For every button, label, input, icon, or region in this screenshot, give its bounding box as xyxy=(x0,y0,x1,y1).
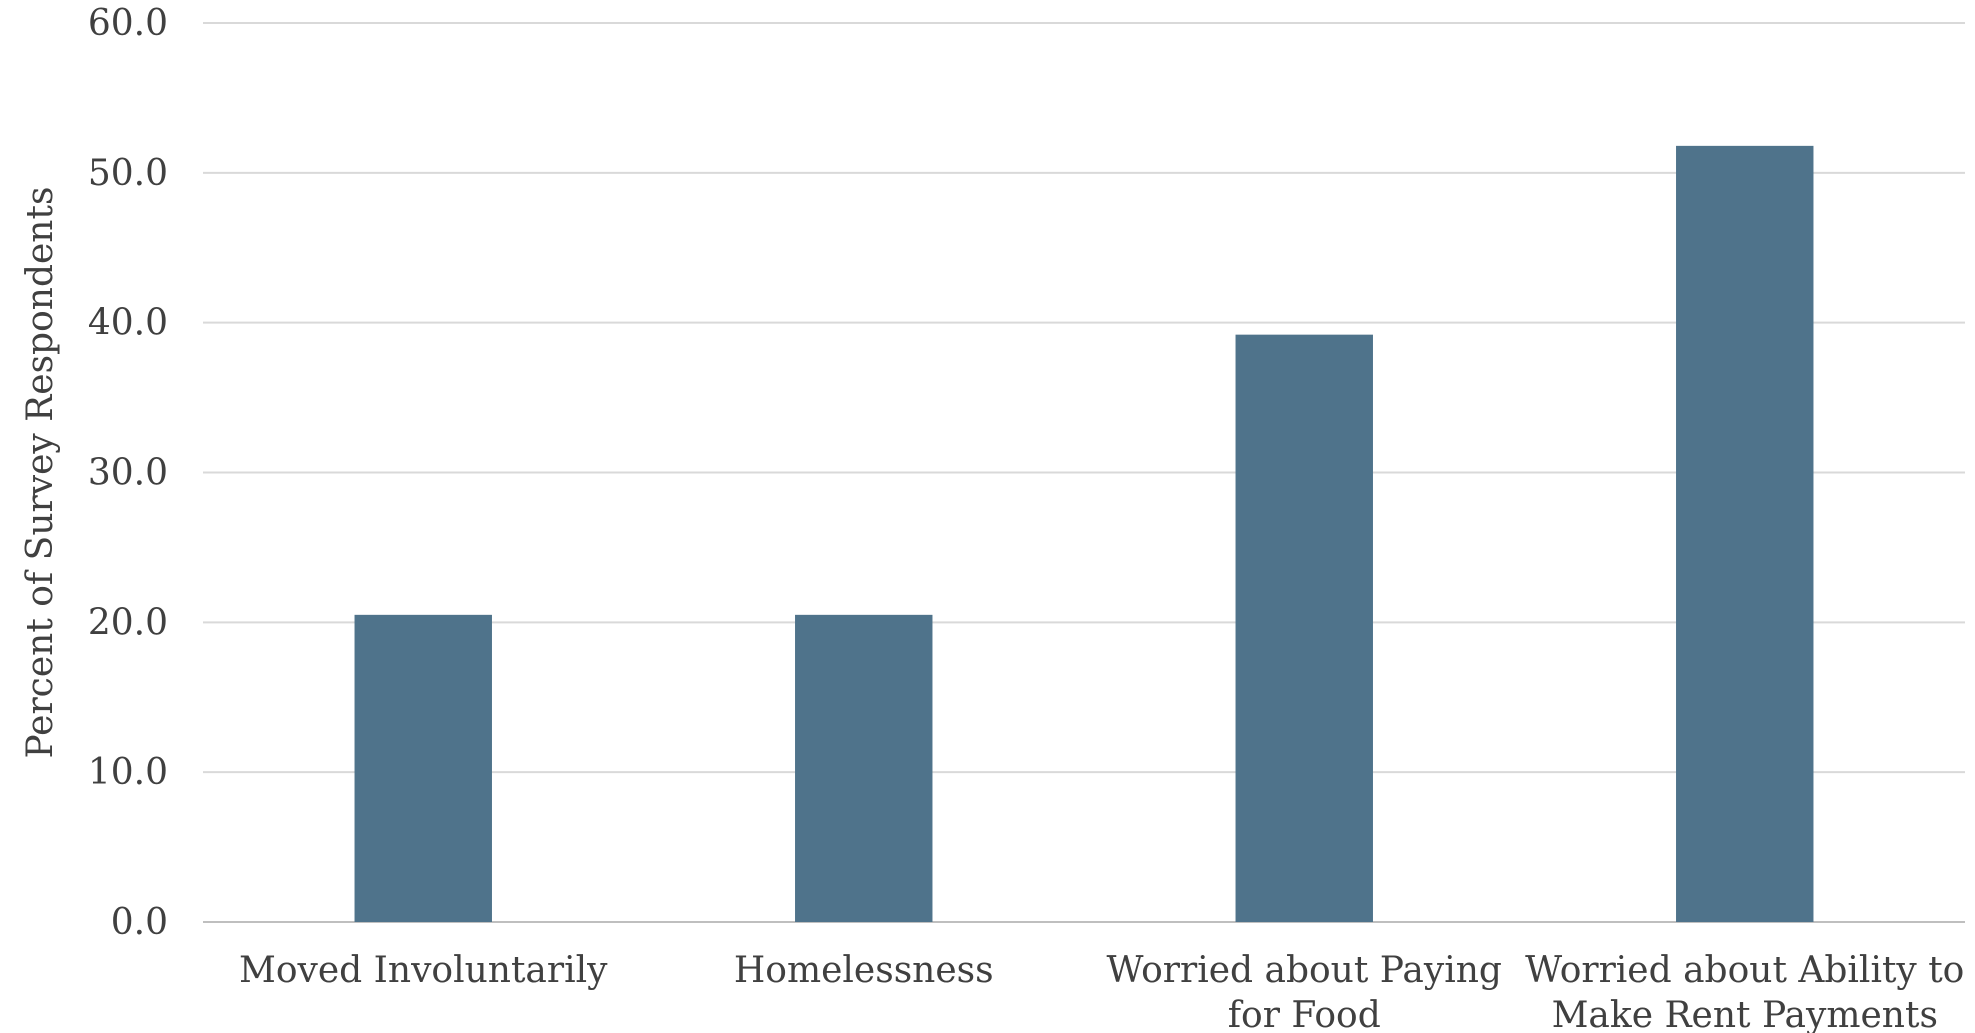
y-tick-label: 60.0 xyxy=(88,3,168,44)
x-category-label: Moved Involuntarily xyxy=(239,950,608,991)
y-tick-label: 10.0 xyxy=(88,752,168,793)
gridlines xyxy=(203,22,1965,923)
x-category-label: Homelessness xyxy=(734,950,994,991)
y-axis-title: Percent of Survey Respondents xyxy=(20,187,61,759)
y-axis-tick-labels: 0.0 10.0 20.0 30.0 40.0 50.0 60.0 xyxy=(88,3,168,943)
y-tick-label: 50.0 xyxy=(88,153,168,194)
bar xyxy=(1235,334,1373,922)
bar xyxy=(1676,145,1814,922)
bar xyxy=(795,614,933,922)
y-tick-label: 30.0 xyxy=(88,453,168,494)
x-category-label: Worried about Paying for Food xyxy=(1107,950,1502,1033)
bars xyxy=(354,145,1814,922)
x-category-label: Worried about Ability to Make Rent Paymen… xyxy=(1525,950,1964,1033)
y-tick-label: 20.0 xyxy=(88,602,168,643)
y-tick-label: 0.0 xyxy=(111,902,168,943)
bar xyxy=(354,614,492,922)
x-axis-category-labels: Moved Involuntarily Homelessness Worried a… xyxy=(239,950,1964,1033)
y-tick-label: 40.0 xyxy=(88,303,168,344)
